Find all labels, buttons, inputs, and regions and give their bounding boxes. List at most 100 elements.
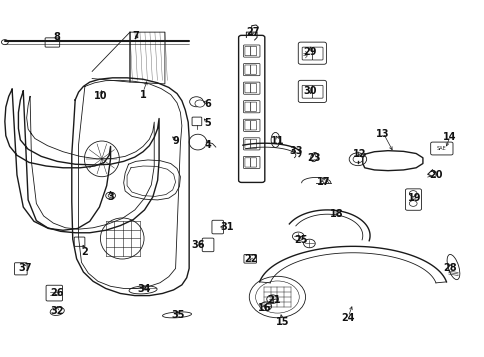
Ellipse shape — [446, 255, 459, 280]
FancyBboxPatch shape — [298, 42, 326, 64]
Circle shape — [189, 97, 203, 107]
FancyBboxPatch shape — [45, 38, 60, 47]
Text: 17: 17 — [317, 177, 330, 187]
FancyBboxPatch shape — [312, 85, 322, 98]
FancyBboxPatch shape — [46, 285, 62, 301]
FancyBboxPatch shape — [244, 65, 250, 74]
Circle shape — [259, 302, 271, 311]
Circle shape — [195, 100, 204, 107]
FancyBboxPatch shape — [250, 139, 256, 149]
FancyBboxPatch shape — [250, 121, 256, 130]
FancyBboxPatch shape — [250, 102, 256, 111]
Circle shape — [106, 192, 115, 199]
FancyBboxPatch shape — [302, 47, 312, 60]
Text: 1: 1 — [139, 90, 146, 100]
Circle shape — [292, 232, 303, 241]
Text: 3: 3 — [107, 192, 114, 202]
Text: 14: 14 — [442, 132, 456, 142]
Text: 30: 30 — [303, 86, 317, 96]
Text: 11: 11 — [270, 136, 284, 146]
FancyBboxPatch shape — [243, 82, 259, 94]
FancyBboxPatch shape — [430, 142, 452, 155]
FancyBboxPatch shape — [250, 65, 256, 74]
Circle shape — [266, 295, 278, 303]
Text: 7: 7 — [132, 31, 139, 41]
Circle shape — [108, 194, 113, 197]
Circle shape — [348, 153, 366, 166]
FancyBboxPatch shape — [243, 64, 259, 76]
FancyBboxPatch shape — [212, 220, 223, 234]
Text: 22: 22 — [244, 254, 257, 264]
FancyBboxPatch shape — [238, 35, 264, 182]
Text: 29: 29 — [303, 47, 317, 57]
Ellipse shape — [1, 40, 8, 45]
Text: 6: 6 — [204, 99, 211, 109]
Ellipse shape — [50, 307, 64, 316]
Circle shape — [249, 276, 305, 318]
Text: 35: 35 — [171, 310, 185, 320]
Text: 25: 25 — [293, 235, 307, 245]
FancyBboxPatch shape — [244, 158, 250, 167]
FancyBboxPatch shape — [244, 121, 250, 130]
Circle shape — [352, 156, 362, 163]
Text: SAE: SAE — [436, 146, 446, 151]
Text: 23: 23 — [307, 153, 320, 163]
FancyBboxPatch shape — [243, 45, 259, 57]
FancyBboxPatch shape — [405, 189, 421, 210]
Ellipse shape — [162, 312, 191, 318]
Circle shape — [303, 239, 315, 248]
FancyBboxPatch shape — [298, 80, 326, 102]
FancyBboxPatch shape — [202, 238, 213, 252]
FancyBboxPatch shape — [244, 84, 250, 93]
Text: 10: 10 — [94, 91, 107, 101]
Text: 19: 19 — [407, 193, 421, 203]
FancyBboxPatch shape — [244, 46, 250, 56]
FancyBboxPatch shape — [15, 263, 27, 275]
Text: 26: 26 — [50, 288, 64, 298]
Ellipse shape — [310, 152, 317, 162]
Text: 4: 4 — [204, 140, 211, 150]
FancyBboxPatch shape — [243, 119, 259, 131]
Text: 34: 34 — [137, 284, 151, 294]
Text: 37: 37 — [18, 263, 32, 273]
Text: 20: 20 — [429, 170, 442, 180]
Text: 21: 21 — [267, 295, 280, 305]
Text: 9: 9 — [172, 136, 179, 146]
FancyBboxPatch shape — [244, 102, 250, 111]
Text: 28: 28 — [442, 263, 456, 273]
Text: 16: 16 — [257, 303, 271, 313]
FancyBboxPatch shape — [74, 237, 85, 246]
Text: 27: 27 — [246, 27, 259, 37]
FancyBboxPatch shape — [312, 47, 322, 60]
Ellipse shape — [271, 132, 279, 147]
FancyBboxPatch shape — [250, 158, 256, 167]
Text: 24: 24 — [341, 313, 354, 323]
Ellipse shape — [100, 218, 144, 259]
Text: 13: 13 — [376, 129, 389, 139]
FancyBboxPatch shape — [250, 84, 256, 93]
Text: 5: 5 — [204, 118, 211, 128]
Text: 15: 15 — [275, 317, 288, 327]
FancyBboxPatch shape — [243, 156, 259, 169]
Text: 8: 8 — [54, 32, 60, 42]
Text: 18: 18 — [330, 209, 343, 219]
Circle shape — [255, 281, 299, 313]
FancyBboxPatch shape — [244, 139, 250, 149]
FancyBboxPatch shape — [192, 117, 201, 126]
FancyBboxPatch shape — [302, 85, 312, 98]
Circle shape — [408, 201, 416, 206]
FancyBboxPatch shape — [243, 138, 259, 150]
Text: 2: 2 — [81, 247, 88, 257]
Text: 32: 32 — [50, 306, 64, 316]
Ellipse shape — [129, 286, 157, 294]
Text: 12: 12 — [352, 149, 366, 159]
Circle shape — [408, 191, 416, 196]
FancyBboxPatch shape — [243, 101, 259, 113]
Circle shape — [428, 171, 436, 177]
Text: 36: 36 — [191, 240, 204, 250]
Text: 33: 33 — [288, 146, 302, 156]
FancyBboxPatch shape — [250, 46, 256, 56]
Text: 31: 31 — [220, 222, 233, 232]
Ellipse shape — [84, 141, 119, 177]
FancyBboxPatch shape — [243, 255, 256, 263]
